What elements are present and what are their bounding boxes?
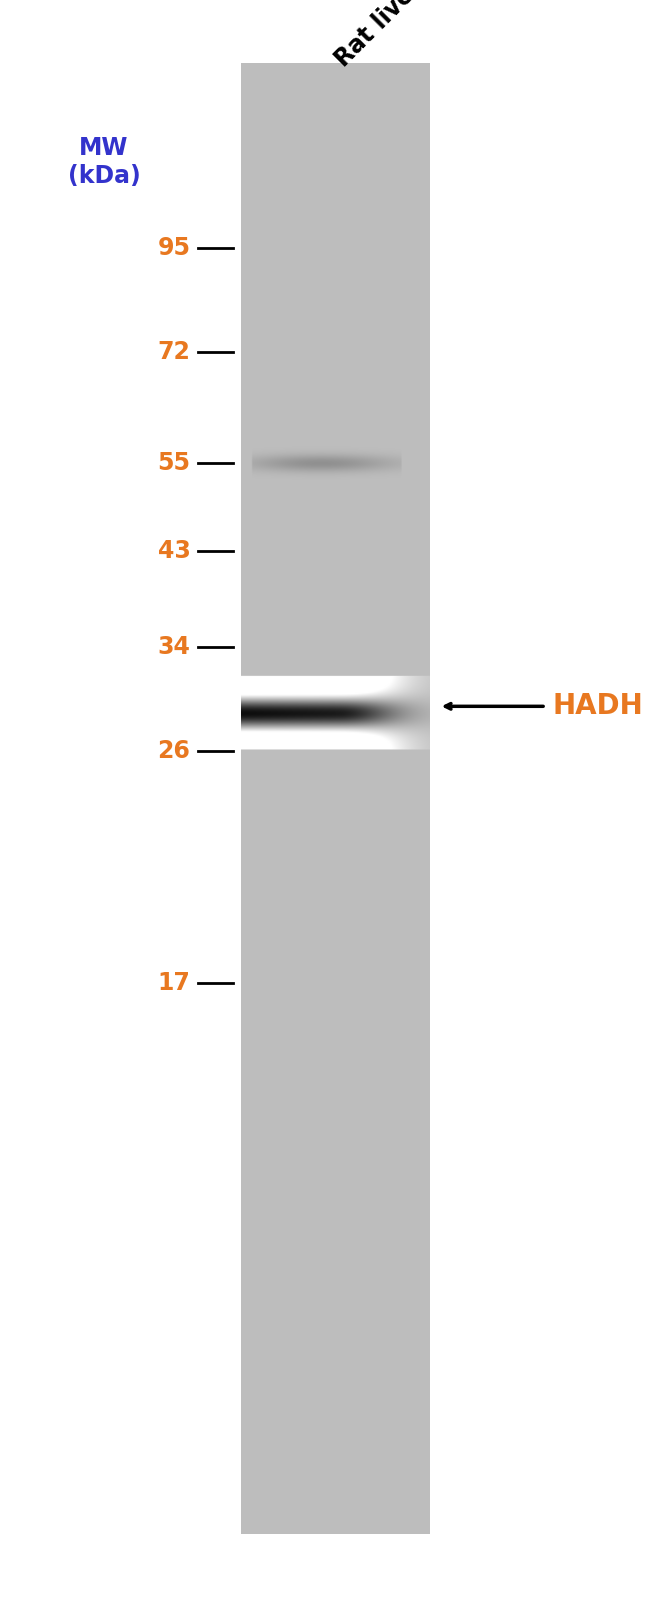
Text: 26: 26 — [157, 738, 190, 764]
Text: 43: 43 — [157, 539, 190, 564]
Text: 34: 34 — [157, 634, 190, 660]
Text: 55: 55 — [157, 451, 190, 476]
Text: 95: 95 — [157, 235, 190, 260]
Text: 17: 17 — [157, 970, 190, 996]
Text: 72: 72 — [157, 339, 190, 364]
Text: HADH: HADH — [552, 692, 644, 721]
Text: Rat liver: Rat liver — [331, 0, 428, 72]
Text: MW
(kDa): MW (kDa) — [68, 136, 140, 187]
